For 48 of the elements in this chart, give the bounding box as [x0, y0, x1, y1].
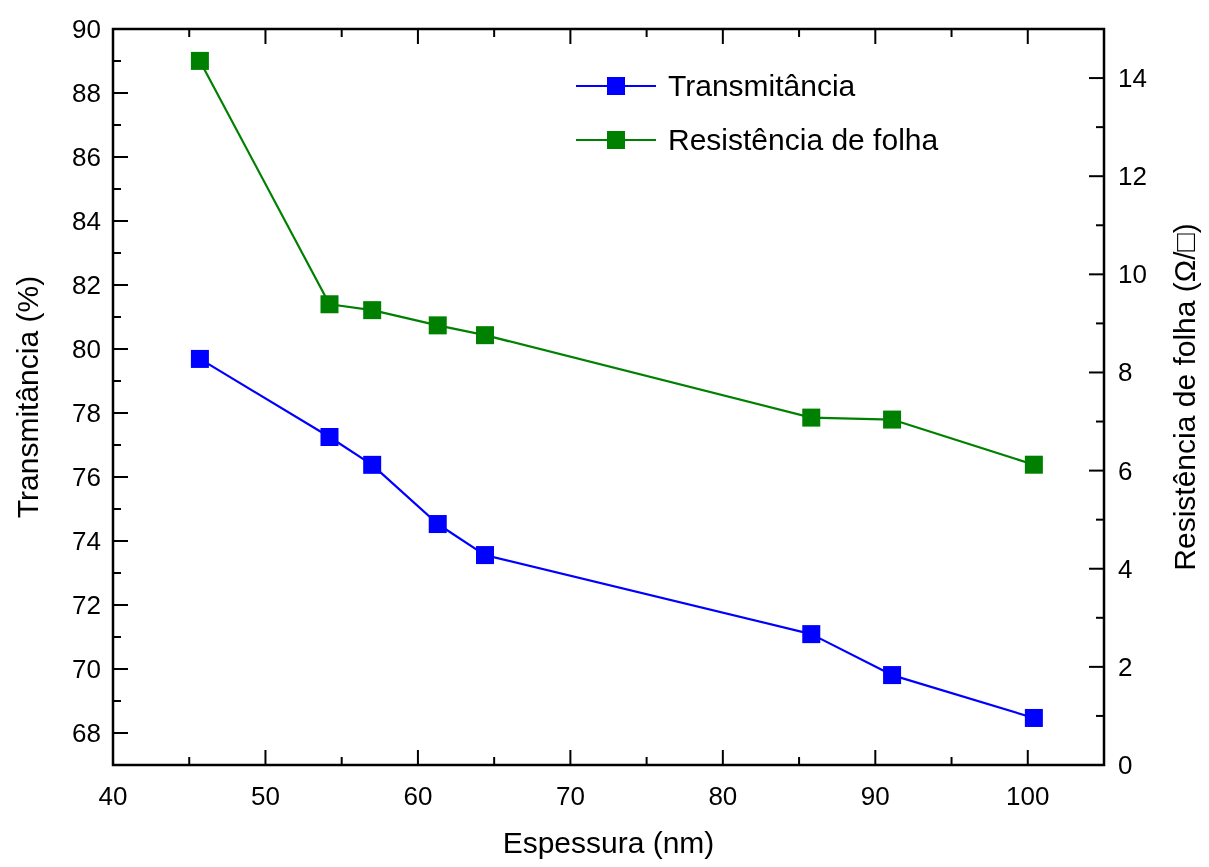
point: [320, 295, 339, 314]
y2-tick-label: 14: [1118, 63, 1147, 94]
y-tick-label: 88: [72, 78, 101, 108]
y-tick-label: 78: [72, 398, 101, 428]
point: [476, 326, 495, 345]
y-tick-label: 84: [72, 206, 101, 236]
y-tick-label: 76: [72, 462, 101, 492]
point: [190, 51, 209, 70]
x-tick-label: 70: [555, 781, 585, 811]
y-tick-label: 82: [72, 270, 101, 300]
point: [1024, 708, 1043, 727]
y-tick-label: 86: [72, 142, 101, 172]
point: [190, 349, 209, 368]
y2-tick-label: 10: [1118, 259, 1147, 290]
legend-label: Resistência de folha: [668, 123, 939, 156]
x-tick-label: 50: [251, 781, 280, 811]
point: [428, 515, 447, 534]
y2-tick-label: 8: [1118, 357, 1133, 388]
legend-label: Transmitância: [668, 69, 856, 102]
y2-tick-label: 12: [1118, 161, 1147, 192]
point: [428, 316, 447, 335]
y2-tick-label: 6: [1118, 455, 1133, 486]
y2-tick-label: 0: [1118, 750, 1133, 780]
y2-axis-title: Resistência de folha (Ω/□): [1168, 223, 1201, 571]
y-axis-title: Transmitância (%): [11, 275, 44, 519]
point: [320, 428, 339, 446]
y-tick-label: 68: [72, 718, 101, 748]
y-tick-label: 90: [72, 14, 101, 44]
point: [476, 546, 495, 565]
point: [363, 301, 382, 320]
y-tick-label: 80: [72, 334, 101, 364]
point: [883, 666, 902, 685]
x-axis-title: Espessura (nm): [502, 826, 715, 859]
x-tick-label: 80: [708, 781, 738, 811]
x-tick-label: 40: [98, 781, 128, 811]
x-tick-label: 60: [403, 781, 433, 811]
y-tick-label: 72: [72, 590, 101, 620]
point: [883, 410, 902, 429]
y-tick-label: 70: [72, 654, 101, 684]
point: [1024, 455, 1043, 474]
point: [802, 625, 821, 644]
y2-tick-label: 4: [1118, 553, 1133, 584]
point: [363, 455, 382, 474]
y-tick-label: 74: [72, 526, 101, 556]
y2-tick-label: 2: [1118, 651, 1133, 682]
x-tick-label: 100: [1006, 781, 1050, 811]
point: [802, 408, 821, 427]
x-tick-label: 90: [860, 781, 890, 811]
